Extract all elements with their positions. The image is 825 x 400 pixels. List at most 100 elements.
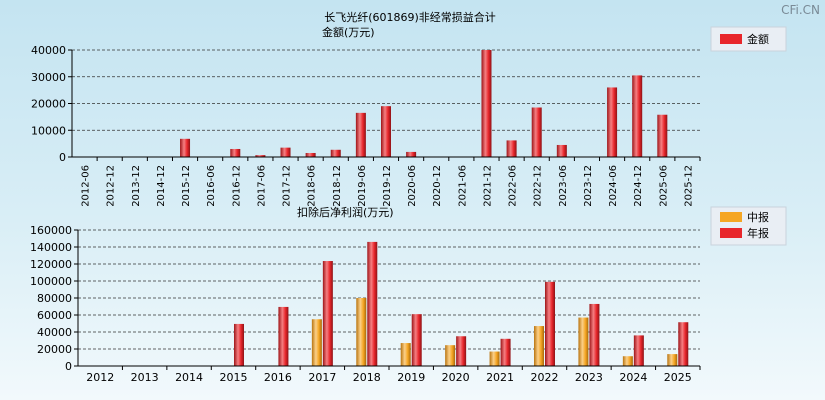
y-tick-label: 160000 [30,224,72,237]
bar-2020-中报 [445,345,456,366]
bar-2022-06-金额 [506,140,517,157]
bar-2020-06-金额 [406,151,417,157]
y-tick-label: 80000 [37,292,72,305]
y-tick-label: 60000 [37,309,72,322]
watermark: CFi.CN [781,3,820,17]
bar-2017-12-金额 [280,147,291,157]
bar-2015-年报 [234,323,244,366]
x-tick-label: 2015 [220,371,248,384]
bar-2025-中报 [667,354,678,366]
chart-1-title: 长飞光纤(601869)非经常损益合计 [324,10,496,24]
legend-swatch-amount [720,34,742,44]
legend-label-interim: 中报 [747,210,769,224]
bar-2022-12-金额 [531,107,542,157]
chart-1-axes: 0 10000 20000 30000 40000 2012-06 2012-12 2013-… [31,44,701,207]
chart-1-bars [180,50,668,157]
bar-2016-12-金额 [230,148,241,157]
x-tick-label: 2018 [353,371,381,384]
y-tick-label: 20000 [37,343,72,356]
y-tick-label: 0 [65,360,72,373]
x-tick-label: 2018-12 [332,165,343,207]
bar-2021-12-金额 [481,50,492,157]
x-tick-label: 2022 [531,371,559,384]
x-tick-label: 2016-06 [206,165,217,207]
x-tick-label: 2023-06 [558,165,569,207]
bar-2023-中报 [578,317,589,366]
y-tick-label: 40000 [37,326,72,339]
x-tick-label: 2012-06 [81,165,92,207]
x-tick-label: 2025-12 [683,165,694,207]
bar-2024-年报 [633,335,644,366]
bar-2019-06-金额 [355,112,366,157]
x-tick-label: 2016 [264,371,292,384]
x-tick-label: 2012 [86,371,114,384]
x-tick-label: 2022-06 [508,165,519,207]
chart-1-subtitle: 金额(万元) [322,25,375,39]
x-tick-label: 2021-06 [457,165,468,207]
bar-2023-06-金额 [556,144,567,157]
bar-2020-年报 [456,336,467,366]
bar-2022-年报 [545,281,555,366]
bar-2024-12-金额 [632,75,643,157]
y-tick-label: 100000 [30,275,72,288]
y-tick-label: 30000 [31,71,66,84]
bar-2024-中报 [622,356,633,366]
x-tick-label: 2017 [308,371,336,384]
legend-swatch-annual [720,228,742,238]
bar-2017-中报 [311,319,322,366]
x-tick-label: 2014 [175,371,203,384]
x-tick-label: 2017-06 [256,165,267,207]
bar-2018-06-金额 [305,152,316,157]
x-tick-label: 2020 [442,371,470,384]
bar-2022-中报 [534,326,544,366]
x-tick-label: 2025-06 [658,165,669,207]
bar-2021-年报 [500,338,511,366]
chart-1: 长飞光纤(601869)非经常损益合计 金额(万元) 0 10000 20000 30… [31,10,787,207]
y-tick-label: 0 [59,151,66,164]
x-tick-label: 2023-12 [583,165,594,207]
x-tick-label: 2021-12 [482,165,493,207]
x-tick-label: 2020-12 [432,165,443,207]
legend-label-annual: 年报 [747,226,769,240]
x-tick-label: 2013 [131,371,159,384]
chart-2-axes: 0 20000 40000 60000 80000 100000 120000 140000 1… [30,224,701,384]
bar-2018-中报 [356,298,367,366]
bar-2025-06-金额 [657,114,668,157]
bar-2017-06-金额 [255,155,266,157]
x-tick-label: 2015-12 [181,165,192,207]
bar-2019-中报 [400,343,411,366]
x-tick-label: 2018-06 [307,165,318,207]
chart-2-gridlines [78,229,700,350]
x-tick-label: 2020-06 [407,165,418,207]
x-tick-label: 2024-12 [633,165,644,207]
y-tick-label: 40000 [31,44,66,57]
bar-2024-06-金额 [607,87,618,157]
x-tick-label: 2023 [575,371,603,384]
bar-2021-中报 [489,351,500,366]
bar-2017-年报 [322,261,333,366]
x-tick-label: 2014-12 [156,165,167,207]
bar-2015-12-金额 [180,138,191,157]
x-tick-label: 2022-12 [533,165,544,207]
x-tick-label: 2024-06 [608,165,619,207]
chart-2-bars [234,241,689,366]
chart-2: 扣除后净利润(万元) 0 20000 40000 60000 80000 100000 12… [30,205,787,384]
x-tick-label: 2025 [664,371,692,384]
bar-2016-年报 [278,306,289,366]
x-tick-label: 2012-12 [106,165,117,207]
y-tick-label: 10000 [31,124,66,137]
y-tick-label: 20000 [31,98,66,111]
chart-1-legend: 金额 [710,26,787,52]
y-tick-label: 140000 [30,241,72,254]
legend-swatch-interim [720,212,742,222]
chart-2-legend: 中报 年报 [710,206,787,246]
bar-2023-年报 [589,303,600,366]
x-tick-label: 2016-12 [231,165,242,207]
x-tick-label: 2021 [486,371,514,384]
x-tick-label: 2019-12 [382,165,393,207]
bar-2018-年报 [367,241,378,366]
y-tick-label: 120000 [30,258,72,271]
x-tick-label: 2017-12 [282,165,293,207]
bar-2025-年报 [678,322,689,366]
